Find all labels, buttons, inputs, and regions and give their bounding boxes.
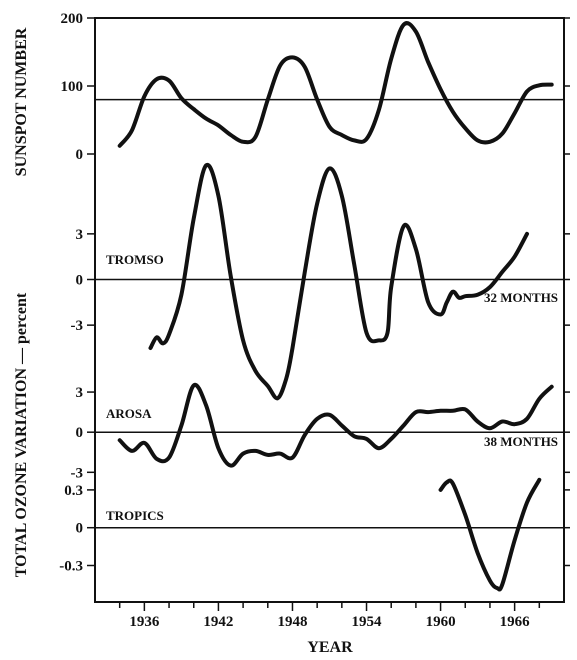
x-axis: 1936 1942 1948 1954 1960 1966 — [118, 602, 541, 630]
arosa-ytick-label: -3 — [71, 465, 84, 481]
tromso-ytick-label: -3 — [71, 318, 84, 334]
tromso-ytick-label: 3 — [76, 227, 84, 243]
panel-sunspot: 0 100 200 — [61, 11, 570, 163]
arosa-ytick-label: 3 — [76, 385, 84, 401]
ozone-axis-title: TOTAL OZONE VARIATION — percent — [13, 292, 30, 577]
tromso-period-label: 32 MONTHS — [484, 290, 558, 305]
sunspot-ytick-label: 200 — [61, 11, 84, 27]
tromso-series-line — [148, 162, 529, 401]
panel-tromso: -3 0 3 TROMSO 32 MONTHS — [71, 162, 570, 401]
x-tick-label: 1954 — [352, 614, 383, 630]
x-tick-label: 1966 — [500, 614, 531, 630]
x-axis-title: YEAR — [307, 639, 353, 656]
tropics-series-line — [438, 477, 542, 592]
sunspot-ytick-label: 0 — [76, 147, 84, 163]
arosa-series-line — [117, 382, 554, 468]
tropics-ytick-label: 0.3 — [64, 483, 83, 499]
sunspot-ytick-label: 100 — [61, 79, 84, 95]
sunspot-axis-title: SUNSPOT NUMBER — [13, 27, 30, 176]
tropics-ytick-label: -0.3 — [59, 559, 83, 575]
plot-frame — [94, 17, 565, 603]
x-tick-label: 1936 — [129, 614, 160, 630]
tropics-label: TROPICS — [106, 508, 164, 523]
panels-layer: 0 100 200 -3 0 3 TROMSO 32 MONTHS -3 0 3 AROSA 38 MO… — [59, 11, 570, 592]
sunspot-series-line — [117, 21, 554, 148]
panel-tropics: -0.3 0 0.3 TROPICS — [59, 477, 570, 592]
arosa-period-label: 38 MONTHS — [484, 434, 558, 449]
arosa-label: AROSA — [106, 406, 152, 421]
x-tick-label: 1960 — [426, 614, 456, 630]
x-tick-label: 1942 — [203, 614, 233, 630]
tromso-label: TROMSO — [106, 252, 164, 267]
panel-arosa: -3 0 3 AROSA 38 MONTHS — [71, 382, 570, 481]
arosa-ytick-label: 0 — [76, 425, 84, 441]
tromso-ytick-label: 0 — [76, 273, 84, 289]
tropics-ytick-label: 0 — [76, 521, 84, 537]
x-tick-label: 1948 — [277, 614, 307, 630]
